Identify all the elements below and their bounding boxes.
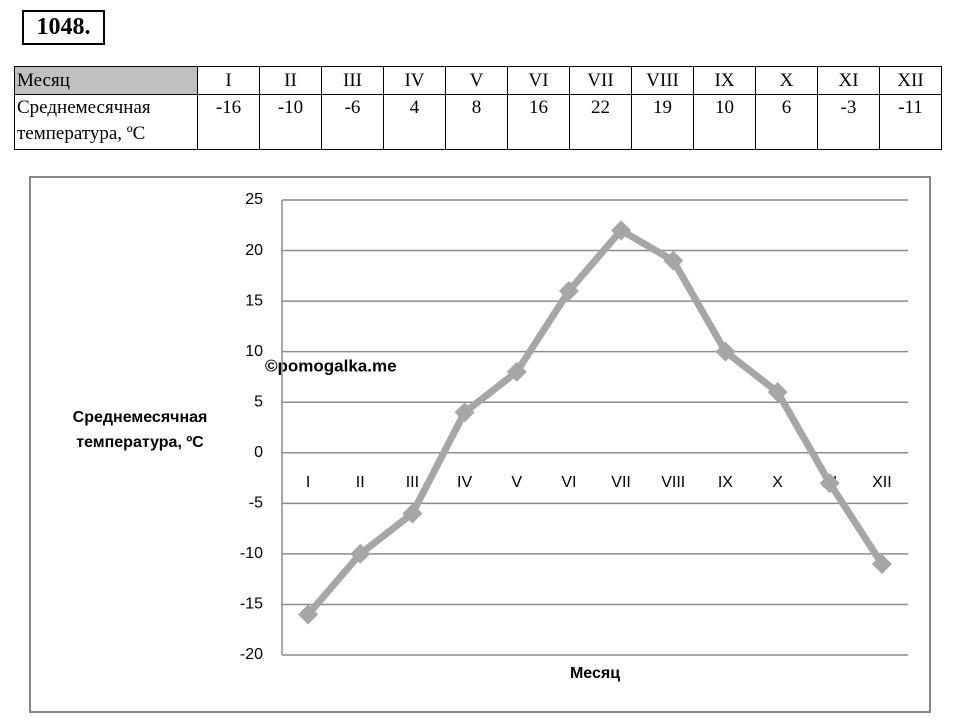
point-marker [767,382,788,403]
x-tick-label: XII [872,474,892,491]
point-marker [454,402,475,423]
value-cell: 10 [693,94,756,150]
value-cell: -16 [197,94,260,150]
value-row: Среднемесячная температура, ºC -16 -10 -6 4… [14,94,942,150]
data-table: Месяц I II III IV V VI VII VIII IX X XI XII Среднеме… [14,66,942,150]
header-cell: XII [879,66,942,95]
value-cell: 8 [445,94,508,150]
x-axis-label: Месяц [570,665,620,682]
point-marker [663,250,684,271]
problem-number: 1048. [22,10,105,45]
value-cell: 22 [569,94,632,150]
x-tick-label: II [356,474,365,491]
header-row: Месяц I II III IV V VI VII VIII IX X XI XII [14,66,942,95]
y-tick-label: -10 [240,545,263,562]
y-tick-label: -5 [249,495,263,512]
point-marker [558,281,579,301]
x-tick-label: IX [718,474,733,491]
header-cell: IX [693,66,756,95]
header-cell: II [259,66,322,95]
y-tick-label: 10 [245,343,263,360]
header-cell: VI [507,66,570,95]
y-tick-label: 25 [245,191,263,208]
value-cell: -11 [879,94,942,150]
header-cell: X [755,66,818,95]
point-marker [871,554,892,574]
row-label: Среднемесячная температура, ºC [14,94,198,150]
series-line [305,226,885,617]
point-marker [506,361,527,382]
x-tick-label: I [306,474,310,491]
x-tick-label: VIII [661,474,685,491]
y-tick-label: -20 [240,646,263,663]
y-tick-label: 5 [254,393,263,410]
header-cell: Месяц [14,66,198,95]
point-marker [298,604,319,625]
chart-frame [29,176,931,713]
y-tick-label: 20 [245,242,263,259]
header-cell: VIII [631,66,694,95]
x-tick-label: X [772,474,783,491]
point-marker [715,341,736,362]
point-marker [611,220,632,241]
x-tick-label: VI [561,474,576,491]
y-axis-label: Среднемесячная температура, ºC [72,409,208,451]
watermark: ©pomogalka.me [265,356,397,375]
point-marker [350,543,371,564]
x-tick-label: III [406,474,419,491]
point-marker [819,473,840,494]
y-tick-label: 0 [254,444,263,461]
x-tick-label: V [511,474,522,491]
point-marker [402,503,423,524]
header-cell: V [445,66,508,95]
y-tick-label: 15 [245,292,263,309]
x-tick-label: IV [457,474,472,491]
x-tick-label: VII [611,474,631,491]
header-cell: VII [569,66,632,95]
value-cell: -6 [321,94,384,150]
value-cell: -3 [817,94,880,150]
y-tick-label: -15 [240,596,263,613]
value-cell: 4 [383,94,446,150]
